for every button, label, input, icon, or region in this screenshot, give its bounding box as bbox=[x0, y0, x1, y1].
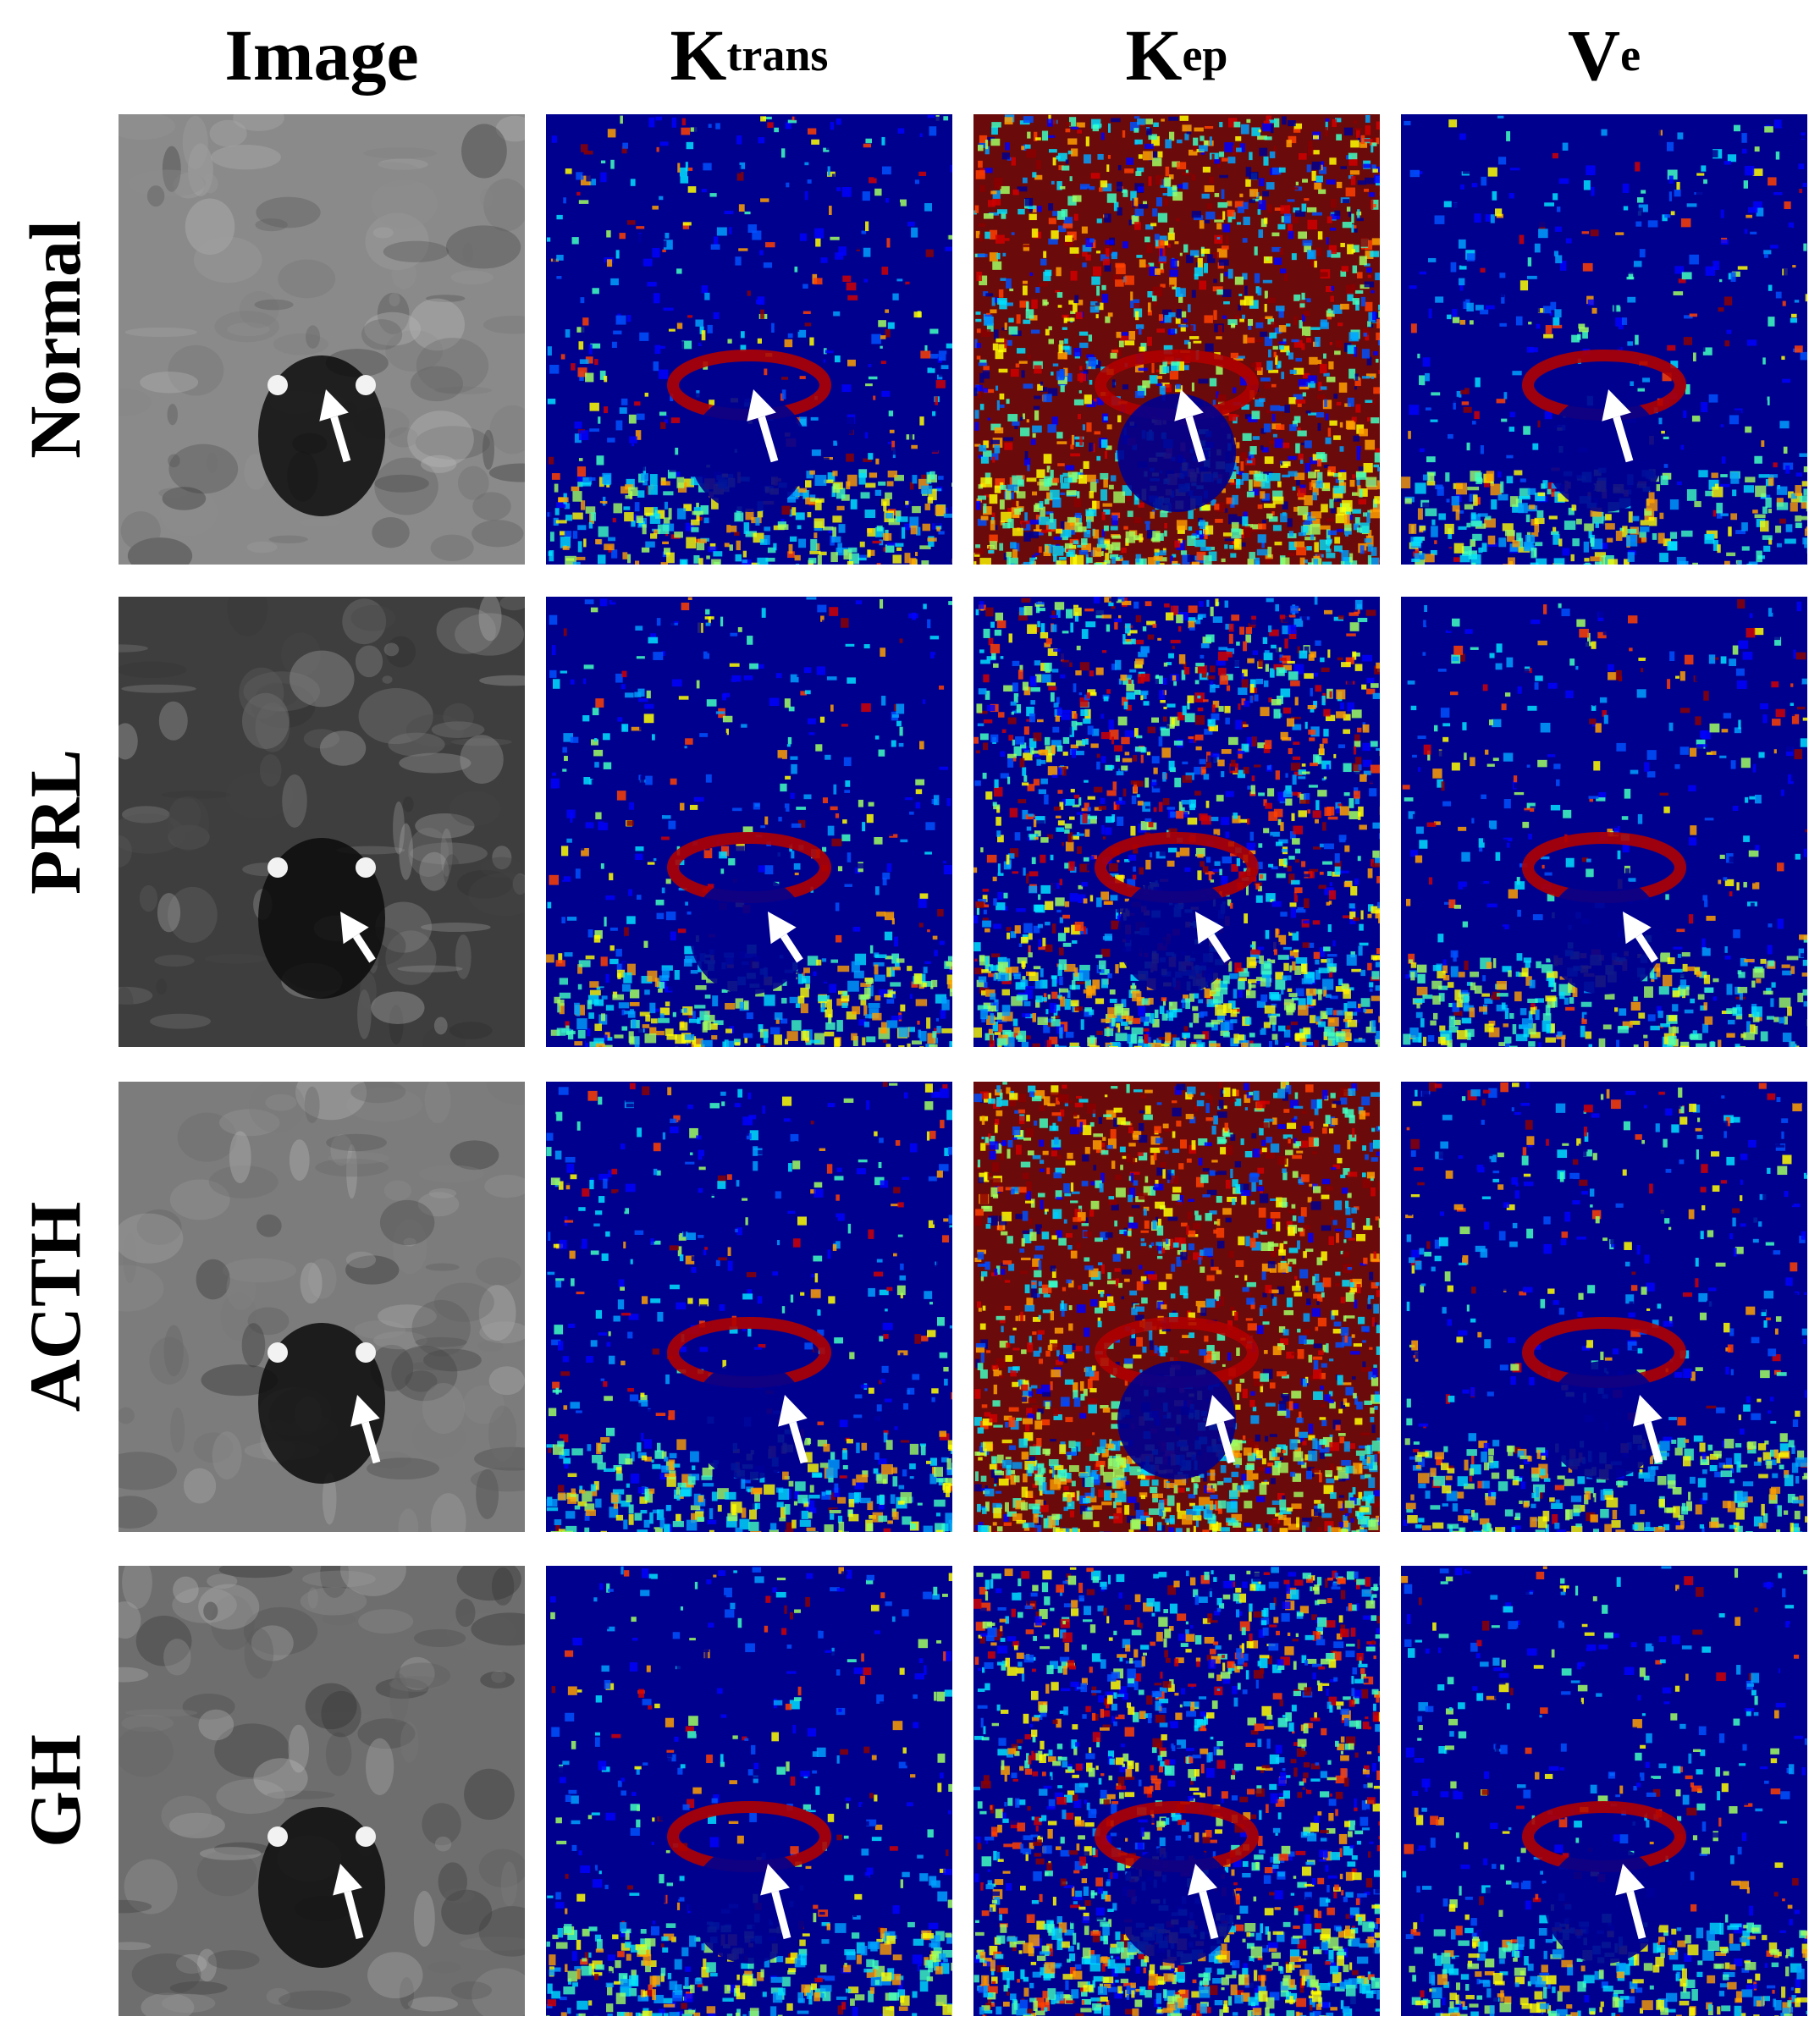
arrow-head bbox=[1602, 389, 1631, 421]
arrow-shaft bbox=[1185, 416, 1206, 463]
panel-prl-ktrans bbox=[546, 597, 952, 1047]
arrow-shaft bbox=[780, 933, 803, 963]
arrow-head bbox=[747, 389, 776, 421]
column-header-image: Image bbox=[119, 0, 525, 110]
arrow-shaft bbox=[1216, 1421, 1236, 1464]
arrow-shaft bbox=[771, 1890, 791, 1940]
panel-normal-ve bbox=[1401, 114, 1807, 565]
arrow-shaft bbox=[361, 1421, 381, 1464]
row-header-acth-label: ACTH bbox=[14, 1201, 96, 1413]
row-header-prl: PRL bbox=[0, 597, 110, 1047]
column-header-ve-main: V bbox=[1567, 14, 1621, 96]
arrow-shaft bbox=[1613, 416, 1634, 463]
panel-prl-image bbox=[119, 597, 525, 1047]
panel-gh-ktrans bbox=[546, 1566, 952, 2016]
arrow-shaft bbox=[344, 1890, 364, 1940]
arrow-head bbox=[319, 389, 349, 421]
panel-prl-kep bbox=[973, 597, 1380, 1047]
row-header-gh: GH bbox=[0, 1566, 110, 2016]
arrow-shaft bbox=[1626, 1890, 1646, 1940]
panel-acth-ktrans bbox=[546, 1082, 952, 1532]
arrow-head bbox=[333, 1864, 363, 1896]
arrow-shaft bbox=[1644, 1421, 1663, 1464]
panel-prl-ve bbox=[1401, 597, 1807, 1047]
arrow-head bbox=[1195, 912, 1224, 945]
panel-gh-kep bbox=[973, 1566, 1380, 2016]
arrow-head bbox=[768, 912, 797, 945]
panel-acth-ve bbox=[1401, 1082, 1807, 1532]
row-header-gh-label: GH bbox=[14, 1734, 97, 1848]
row-header-normal: Normal bbox=[0, 114, 110, 565]
panel-normal-image bbox=[119, 114, 525, 565]
arrow-shaft bbox=[1199, 1890, 1219, 1940]
panel-gh-ve bbox=[1401, 1566, 1807, 2016]
panel-acth-kep bbox=[973, 1082, 1380, 1532]
arrow-head bbox=[760, 1864, 791, 1896]
arrow-shaft bbox=[789, 1421, 808, 1464]
arrow-shaft bbox=[1207, 933, 1231, 963]
arrow-head bbox=[350, 1395, 380, 1427]
arrow-head bbox=[1205, 1395, 1235, 1427]
arrow-head bbox=[340, 912, 369, 945]
panel-gh-image bbox=[119, 1566, 525, 2016]
arrow-shaft bbox=[758, 416, 779, 463]
arrow-head bbox=[1188, 1864, 1218, 1896]
arrow-head bbox=[1615, 1864, 1646, 1896]
row-header-prl-label: PRL bbox=[14, 749, 96, 895]
column-header-image-label: Image bbox=[224, 14, 419, 96]
arrow-shaft bbox=[1635, 933, 1658, 963]
row-header-acth: ACTH bbox=[0, 1082, 110, 1532]
panel-acth-image bbox=[119, 1082, 525, 1532]
column-header-kep-main: K bbox=[1125, 14, 1183, 96]
arrow-head bbox=[778, 1395, 808, 1427]
panel-normal-kep bbox=[973, 114, 1380, 565]
column-header-ktrans-main: K bbox=[670, 14, 727, 96]
arrow-shaft bbox=[330, 416, 351, 463]
arrow-head bbox=[1623, 912, 1652, 945]
arrow-shaft bbox=[352, 933, 376, 963]
arrow-head bbox=[1633, 1395, 1663, 1427]
row-header-normal-label: Normal bbox=[14, 220, 96, 459]
panel-normal-ktrans bbox=[546, 114, 952, 565]
arrow-head bbox=[1174, 389, 1204, 421]
